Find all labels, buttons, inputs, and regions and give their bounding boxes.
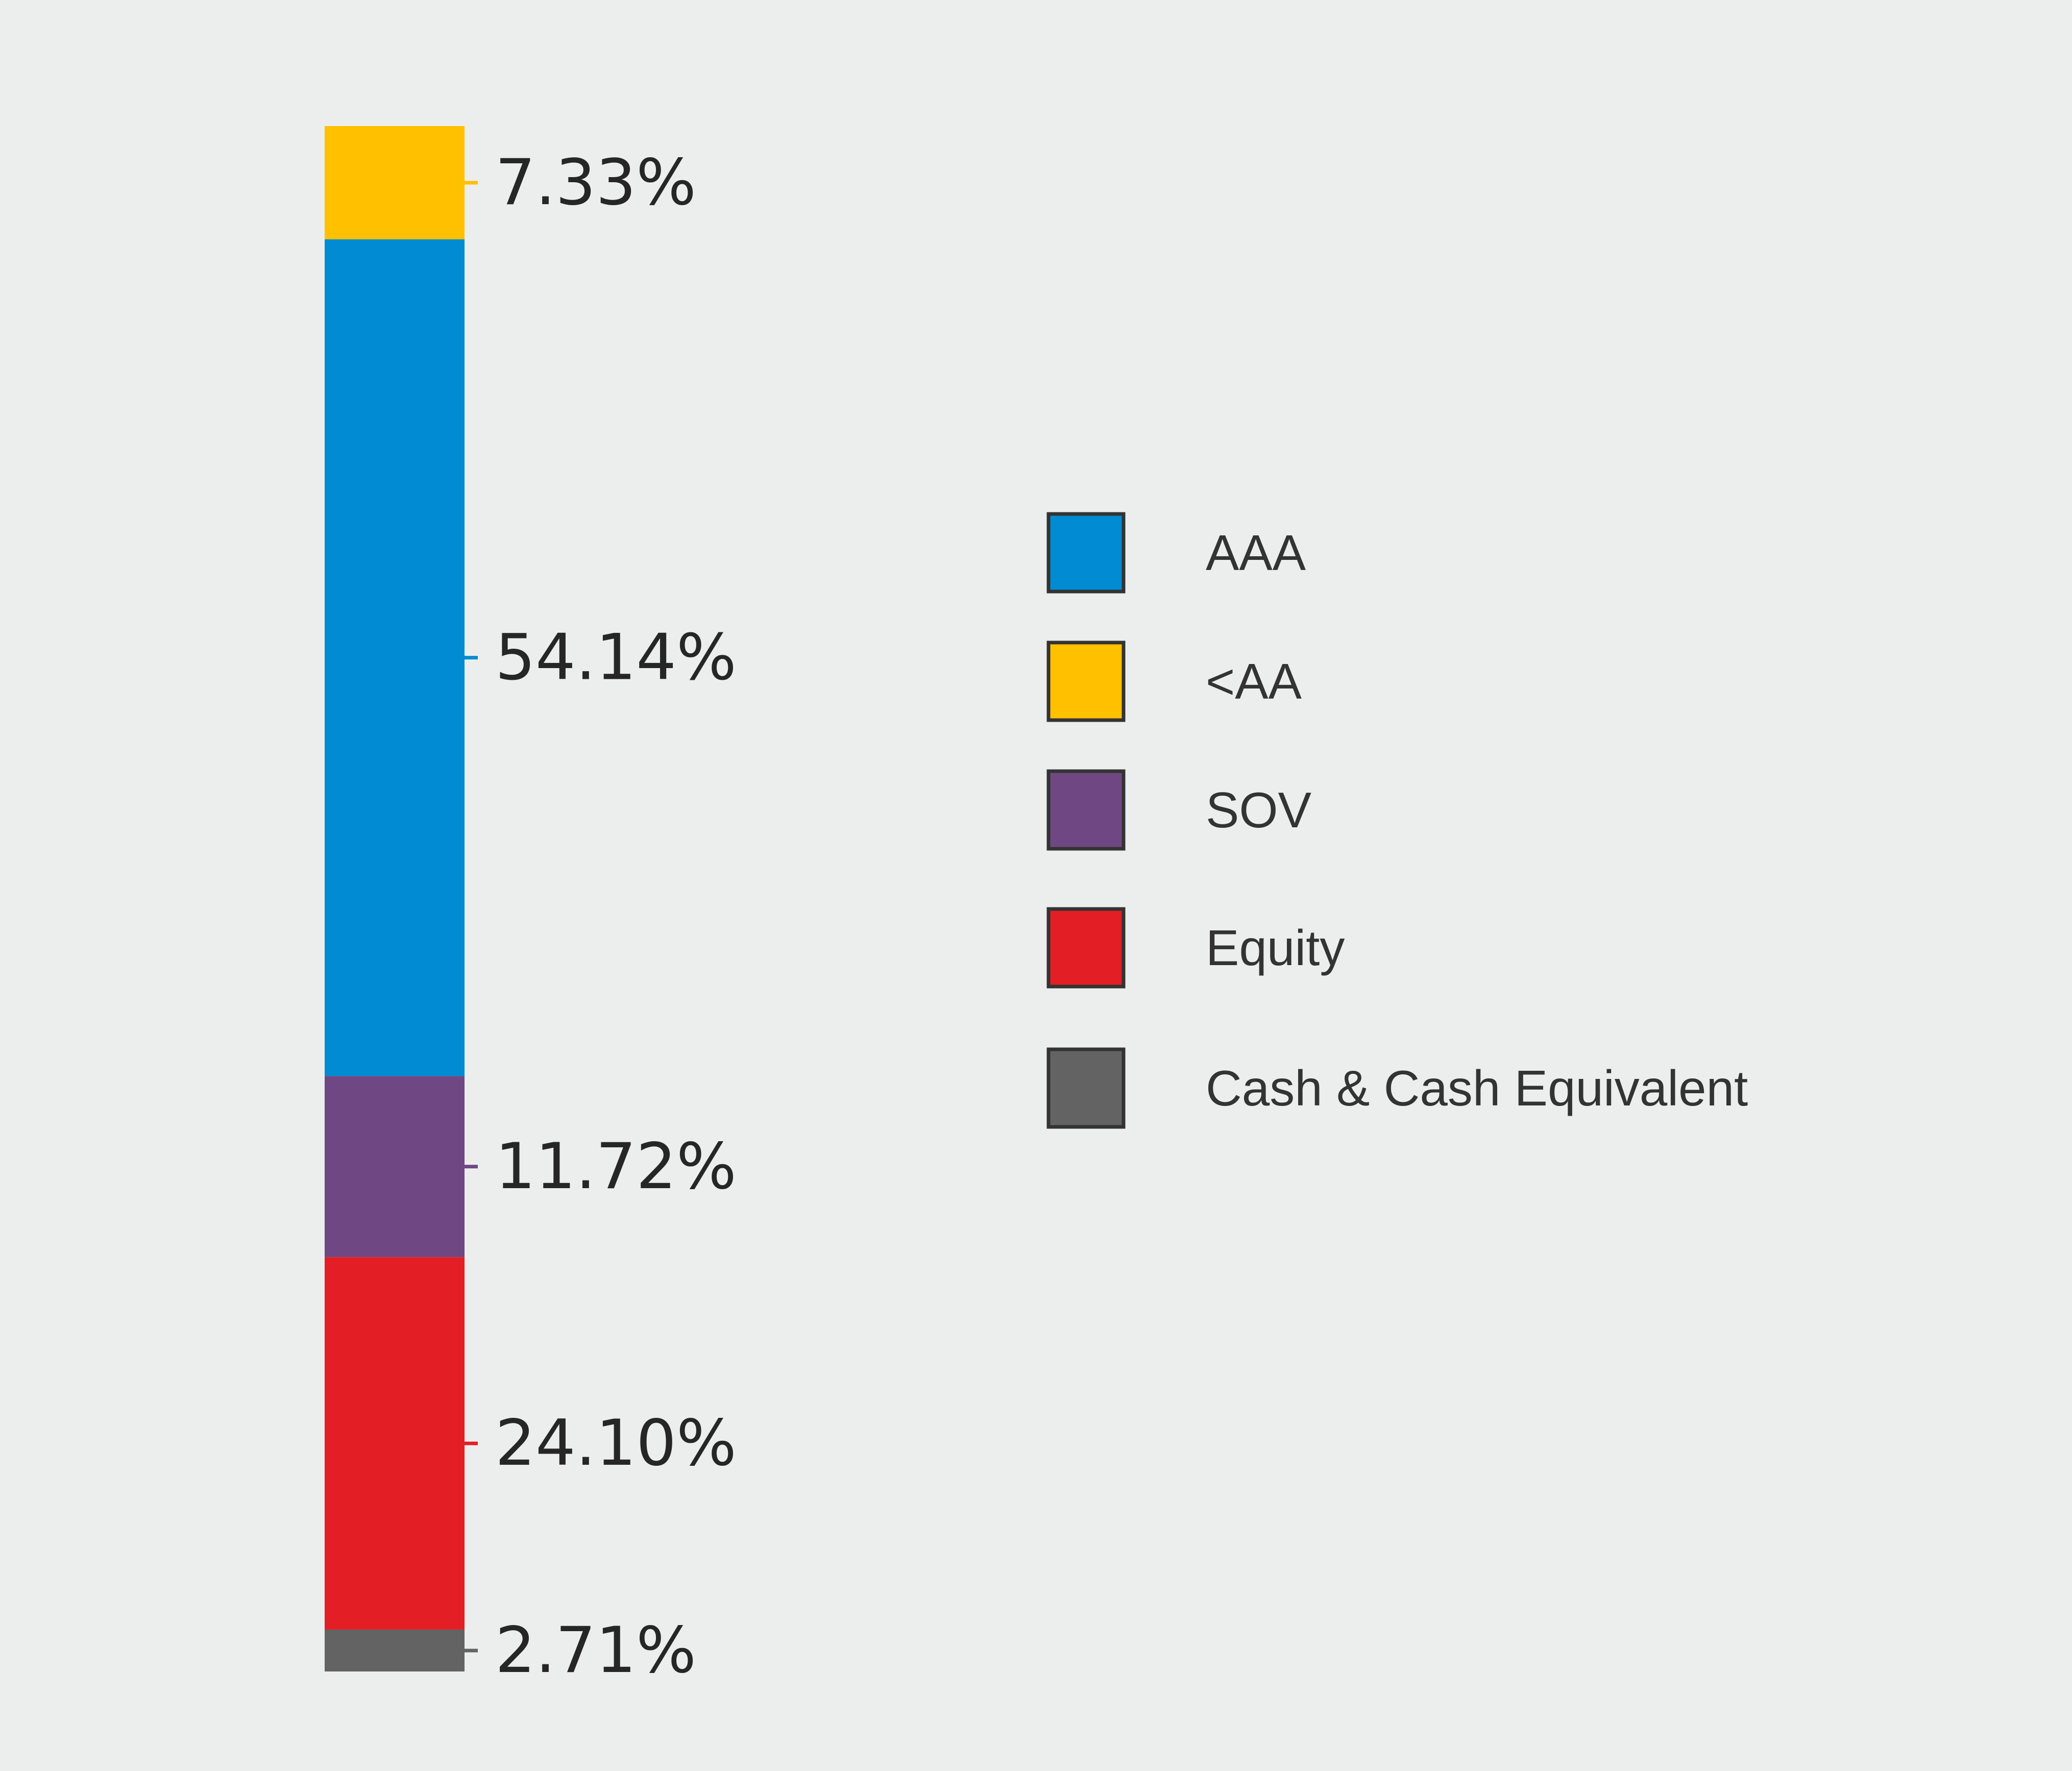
legend-swatch-sov [1046,769,1126,851]
legend-label-cash-and-cash-equivalent: Cash & Cash Equivalent [1206,1060,1748,1116]
segment-label-cash-and-cash-equivalent: 2.71% [495,1614,696,1687]
stacked-bar: 7.33% 54.14% 11.72% 24.10% 2.71% [325,126,737,1687]
legend-label-equity: Equity [1206,920,1345,976]
segment-label-equity: 24.10% [495,1407,737,1480]
legend-swatch-cash-and-cash-equivalent [1046,1047,1126,1129]
bar-segment-cash-and-cash-equivalent [325,1629,465,1671]
legend-label-aaa: AAA [1206,525,1306,581]
legend-swatch-lt-aa [1046,641,1126,722]
bar-segment-equity [325,1257,465,1630]
legend: AAA <AA SOV Equity Cash & Cash Equivalent [1046,512,1748,1129]
legend-label-sov: SOV [1206,782,1311,838]
legend-label-lt-aa: <AA [1206,653,1302,709]
segment-label-lt-aa: 7.33% [495,146,696,219]
legend-swatch-aaa [1046,512,1126,594]
segment-label-sov: 11.72% [495,1130,737,1203]
segment-label-aaa: 54.14% [495,621,737,695]
bar-segment-aaa [325,239,465,1076]
bar-segment-lt-aa [325,126,465,239]
bar-segment-sov [325,1076,465,1258]
legend-swatch-equity [1046,907,1126,989]
